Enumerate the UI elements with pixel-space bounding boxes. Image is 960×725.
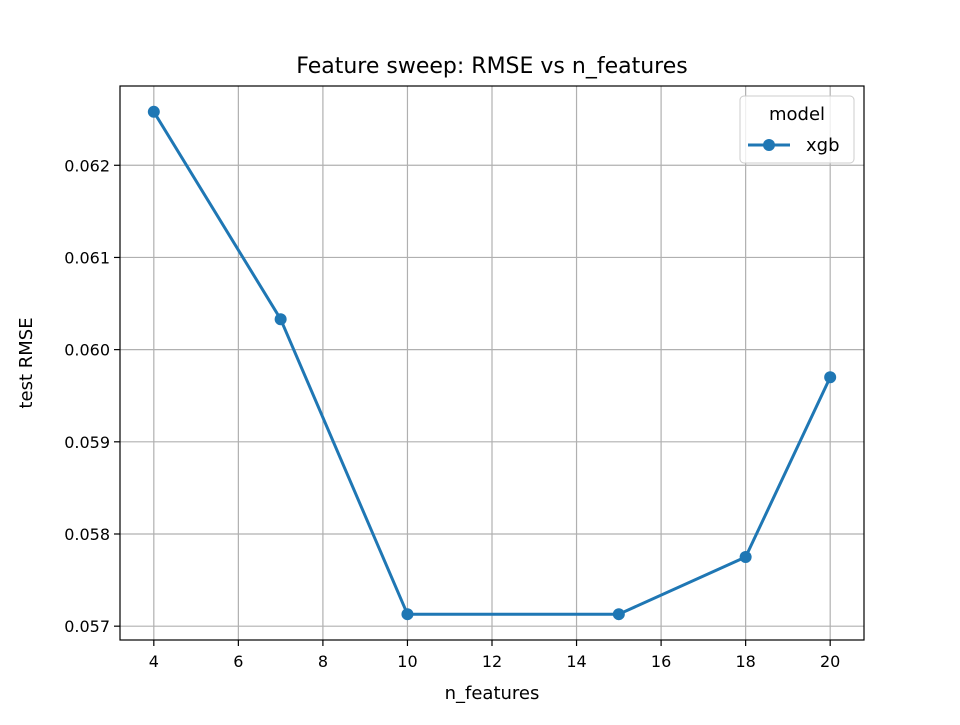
x-tick-label: 14 — [566, 652, 586, 671]
grid — [120, 86, 864, 640]
data-point-xgb — [274, 313, 287, 326]
y-tick-label: 0.061 — [64, 248, 110, 267]
x-tick-label: 4 — [149, 652, 159, 671]
legend-title: model — [769, 104, 825, 125]
series-layer — [147, 105, 837, 621]
x-tick-label: 12 — [482, 652, 502, 671]
axis-ticks: 4 6 8 10 12 14 16 18 20 0.057 0.058 0.059 0.060 0.061… — [64, 156, 840, 671]
x-axis-label: n_features — [445, 683, 540, 704]
legend-label-xgb: xgb — [806, 135, 840, 156]
y-tick-label: 0.058 — [64, 525, 110, 544]
legend-marker-xgb — [763, 139, 775, 151]
y-axis-label: test RMSE — [16, 317, 37, 408]
legend: model xgb — [739, 95, 855, 164]
x-tick-label: 16 — [651, 652, 671, 671]
y-tick-label: 0.062 — [64, 156, 110, 175]
data-point-xgb — [401, 608, 414, 621]
y-tick-label: 0.060 — [64, 341, 110, 360]
data-point-xgb — [612, 608, 625, 621]
x-tick-label: 10 — [397, 652, 417, 671]
series-line-xgb — [151, 109, 833, 616]
data-point-xgb — [739, 551, 752, 564]
y-tick-label: 0.059 — [64, 433, 110, 452]
x-tick-label: 20 — [820, 652, 840, 671]
x-tick-label: 6 — [233, 652, 243, 671]
y-tick-label: 0.057 — [64, 617, 110, 636]
data-point-xgb — [147, 105, 160, 118]
data-point-xgb — [824, 371, 837, 384]
x-tick-label: 18 — [735, 652, 755, 671]
chart-title: Feature sweep: RMSE vs n_features — [296, 54, 687, 79]
x-tick-label: 8 — [318, 652, 328, 671]
